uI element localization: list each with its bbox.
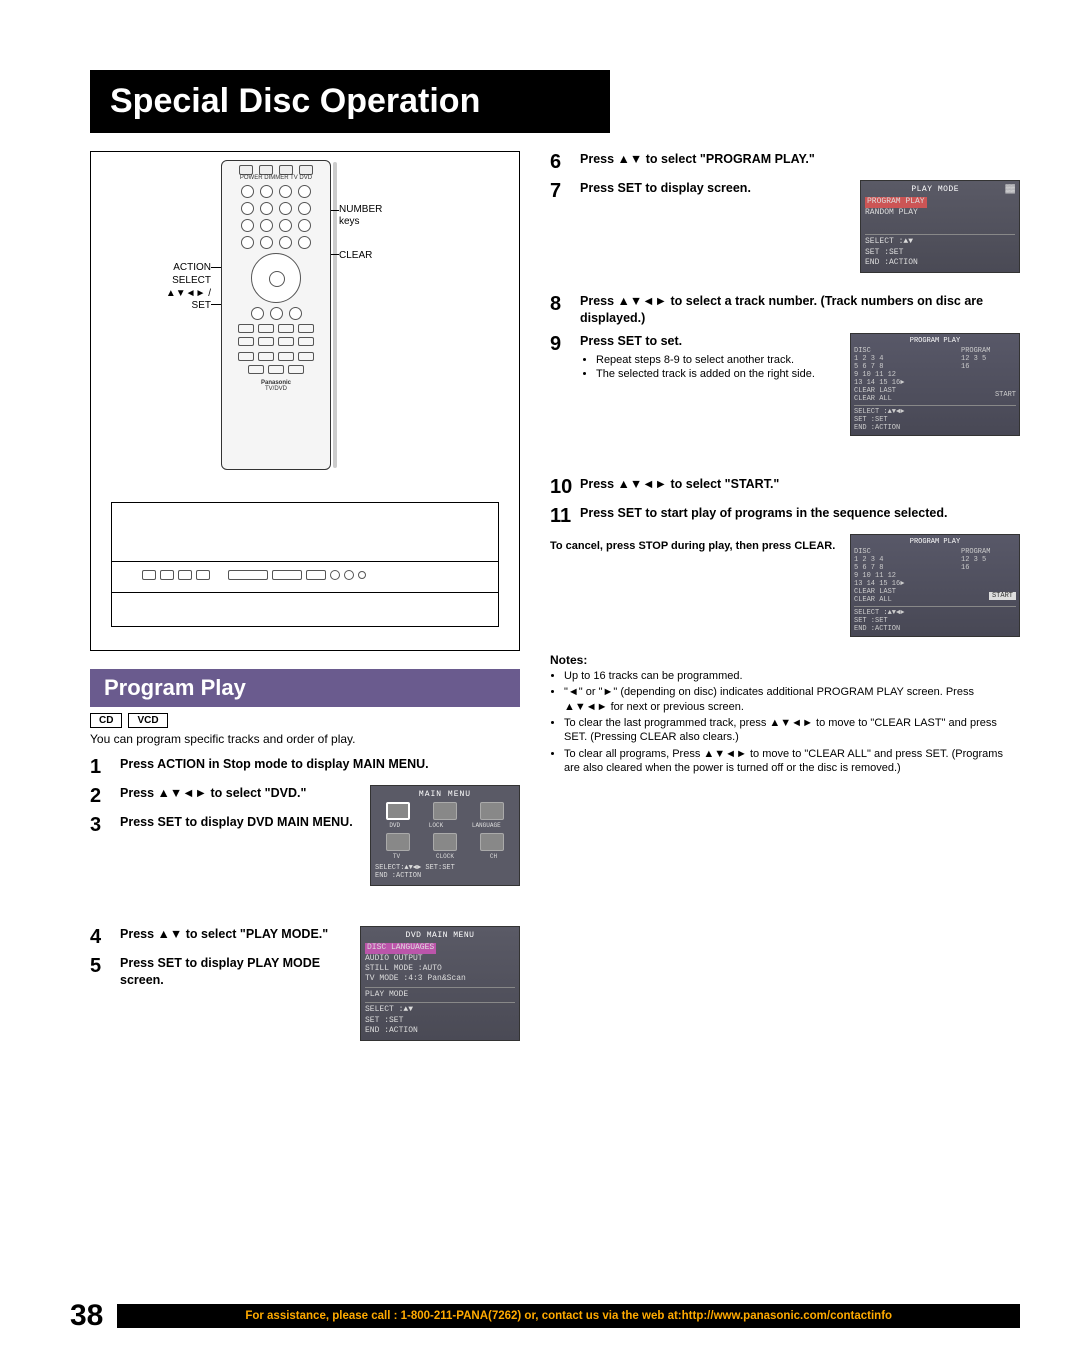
main-menu-screen: MAIN MENU DVDLOCKLANGUAGE TVCLOCKCH SELE… [370,785,520,886]
disc-tag-vcd: VCD [128,713,167,728]
remote-label-arrows: ▲▼◄► / [151,288,211,299]
remote-label-number: NUMBER [339,204,382,215]
program-play-screen-1: PROGRAM PLAY DISC 1 2 3 4 5 6 7 8 9 10 1… [850,333,1020,436]
remote-label-clear: CLEAR [339,250,372,261]
disc-tag-cd: CD [90,713,122,728]
step-8: 8 Press ▲▼◄► to select a track number. (… [550,293,1020,327]
remote-diagram: POWER DIMMER TV DVD Panasonic TV/DVD [90,151,520,651]
cancel-note: To cancel, press STOP during play, then … [550,540,840,552]
step-4: 4 Press ▲▼ to select "PLAY MODE." [90,926,346,949]
notes-heading: Notes: [550,653,1020,667]
play-mode-screen: PLAY MODE▓▓ PROGRAM PLAY RANDOM PLAY SEL… [860,180,1020,273]
intro-text: You can program specific tracks and orde… [90,732,520,746]
step-6: 6 Press ▲▼ to select "PROGRAM PLAY." [550,151,1020,174]
player-diagram [111,502,499,627]
step-2: 2 Press ▲▼◄► to select "DVD." [90,785,356,808]
step-7: 7 Press SET to display screen. [550,180,850,203]
step-1: 1 Press ACTION in Stop mode to display M… [90,756,520,779]
footer-help: For assistance, please call : 1-800-211-… [117,1304,1020,1328]
remote-label-action: ACTION [151,262,211,273]
remote-label-select: SELECT [151,275,211,286]
step-9: 9 Press SET to set. Repeat steps 8-9 to … [550,333,840,382]
step-5: 5 Press SET to display PLAY MODE screen. [90,955,346,989]
page-title: Special Disc Operation [90,70,610,133]
program-play-screen-2: PROGRAM PLAY DISC 1 2 3 4 5 6 7 8 9 10 1… [850,534,1020,637]
step-10: 10 Press ▲▼◄► to select "START." [550,476,1020,499]
notes-list: Up to 16 tracks can be programmed. "◄" o… [550,669,1020,775]
section-heading: Program Play [90,669,520,707]
dvd-main-menu-screen: DVD MAIN MENU DISC LANGUAGES AUDIO OUTPU… [360,926,520,1042]
remote-label-set: SET [151,300,211,311]
remote-label-keys: keys [339,216,360,227]
page-number: 38 [70,1299,103,1333]
step-11: 11 Press SET to start play of programs i… [550,505,1020,528]
step-3: 3 Press SET to display DVD MAIN MENU. [90,814,356,837]
